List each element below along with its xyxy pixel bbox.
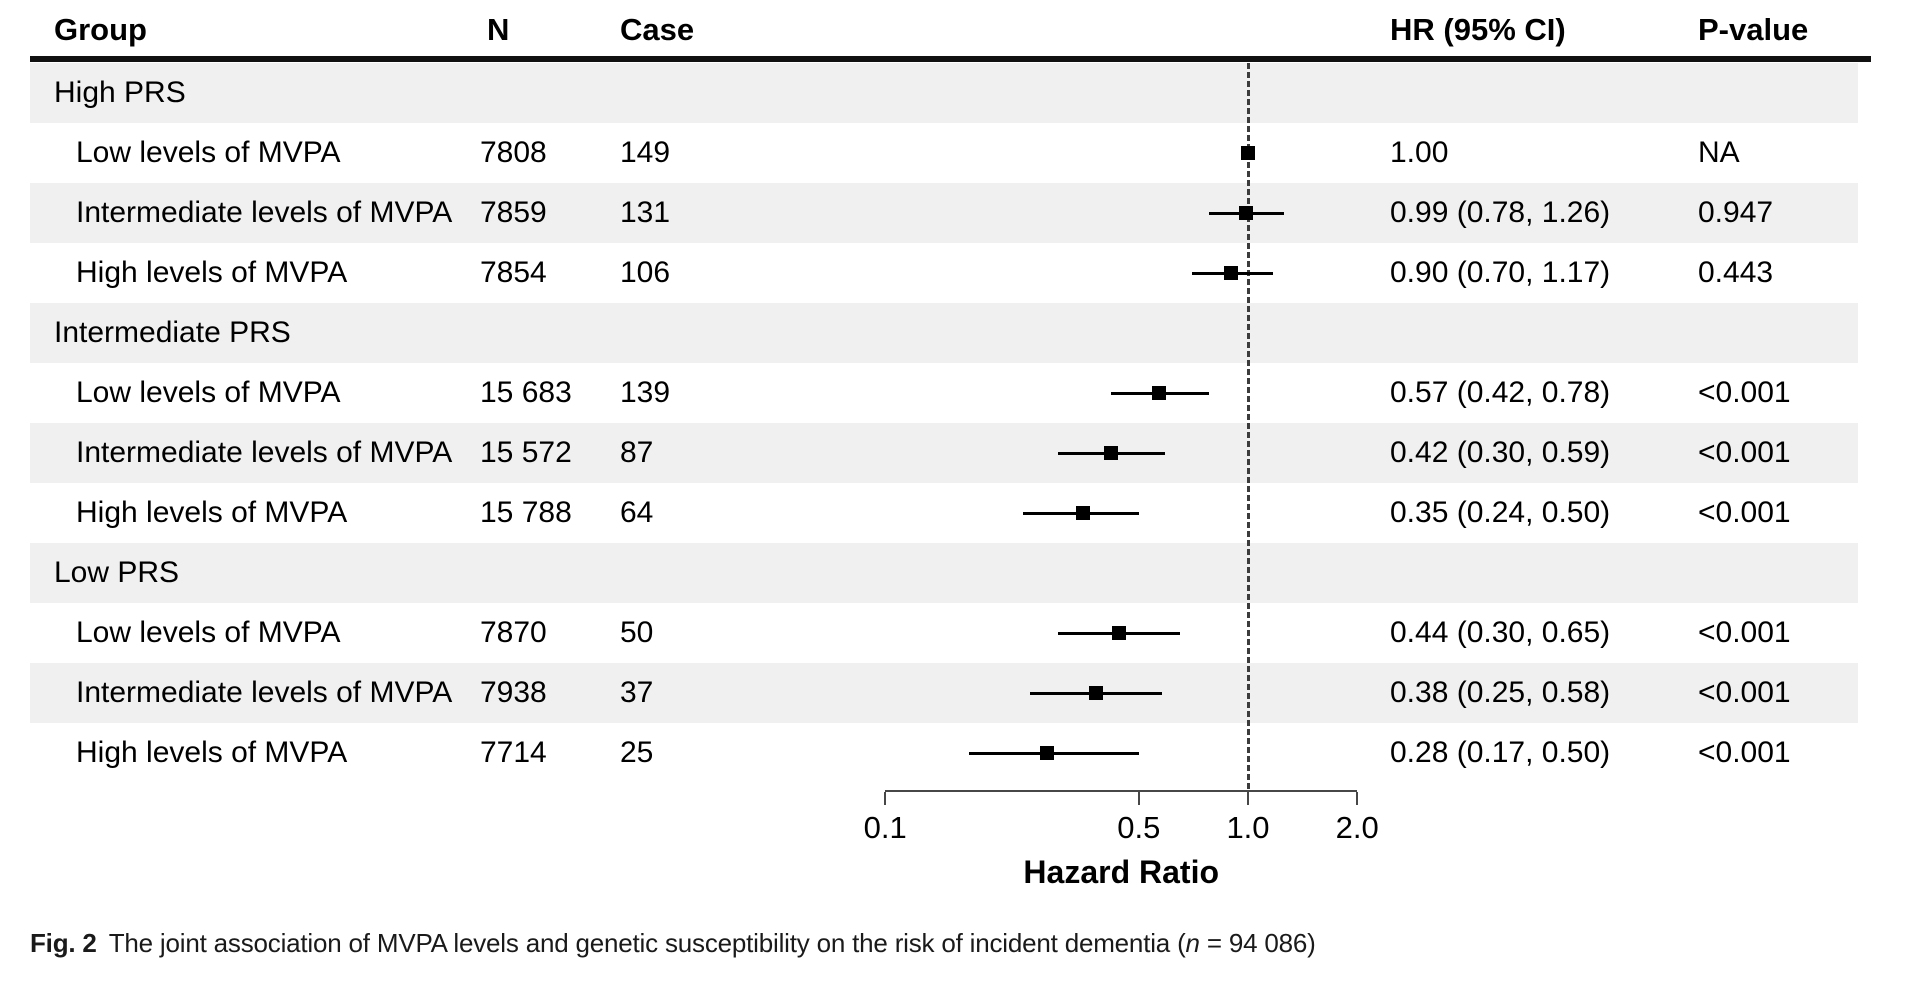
figure-caption-text: The joint association of MVPA levels and… — [108, 928, 1186, 958]
row-label: High PRS — [54, 76, 186, 109]
table-row: Intermediate levels of MVPA 7938 37 0.38 (0… — [30, 663, 1858, 723]
n-value: 7808 — [480, 136, 547, 169]
column-header-hr-ci: HR (95% CI) — [1390, 12, 1566, 47]
p-value: <0.001 — [1698, 736, 1791, 769]
hr-ci-value: 0.44 (0.30, 0.65) — [1390, 616, 1611, 649]
hr-ci-value: 0.42 (0.30, 0.59) — [1390, 436, 1611, 469]
p-value: NA — [1698, 136, 1740, 169]
group-header-row: Low PRS — [30, 543, 1858, 603]
n-value: 15 572 — [480, 436, 572, 469]
table-row: High levels of MVPA 15 788 64 0.35 (0.24, 0… — [30, 483, 1858, 543]
figure-caption-text-end: = 94 086) — [1199, 928, 1316, 958]
x-axis-tick — [884, 792, 887, 805]
figure-caption: Fig. 2 The joint association of MVPA leve… — [30, 928, 1316, 959]
row-label: High levels of MVPA — [76, 496, 348, 529]
hr-ci-value: 0.99 (0.78, 1.26) — [1390, 196, 1611, 229]
p-value: 0.947 — [1698, 196, 1774, 229]
figure-caption-n-symbol: n — [1185, 928, 1200, 958]
row-label: Low PRS — [54, 556, 180, 589]
x-axis-tick-label: 0.1 — [863, 810, 907, 845]
table-row: Low levels of MVPA 15 683 139 0.57 (0.42, 0… — [30, 363, 1858, 423]
row-label: Low levels of MVPA — [76, 616, 341, 649]
n-value: 15 683 — [480, 376, 572, 409]
n-value: 7938 — [480, 676, 547, 709]
hr-ci-value: 1.00 — [1390, 136, 1449, 169]
p-value: <0.001 — [1698, 616, 1791, 649]
row-label: Intermediate levels of MVPA — [76, 436, 453, 469]
x-axis-tick-label: 1.0 — [1226, 810, 1270, 845]
n-value: 15 788 — [480, 496, 572, 529]
n-value: 7714 — [480, 736, 547, 769]
case-value: 64 — [620, 496, 654, 529]
n-value: 7870 — [480, 616, 547, 649]
case-value: 106 — [620, 256, 671, 289]
row-label: Low levels of MVPA — [76, 136, 341, 169]
row-label: High levels of MVPA — [76, 256, 348, 289]
row-label: Low levels of MVPA — [76, 376, 341, 409]
n-value: 7859 — [480, 196, 547, 229]
row-label: Intermediate levels of MVPA — [76, 676, 453, 709]
p-value: 0.443 — [1698, 256, 1774, 289]
group-header-row: High PRS — [30, 63, 1858, 123]
p-value: <0.001 — [1698, 436, 1791, 469]
x-axis-tick-label: 2.0 — [1335, 810, 1379, 845]
table-row: Intermediate levels of MVPA 7859 131 0.99 (… — [30, 183, 1858, 243]
column-header-group: Group — [54, 12, 147, 47]
row-label: High levels of MVPA — [76, 736, 348, 769]
p-value: <0.001 — [1698, 496, 1791, 529]
case-value: 139 — [620, 376, 671, 409]
hr-ci-value: 0.57 (0.42, 0.78) — [1390, 376, 1611, 409]
column-header-case: Case — [620, 12, 695, 47]
figure-caption-label: Fig. 2 — [30, 928, 97, 958]
case-value: 149 — [620, 136, 671, 169]
x-axis-tick — [1247, 792, 1249, 805]
group-header-row: Intermediate PRS — [30, 303, 1858, 363]
table-row: Low levels of MVPA 7870 50 0.44 (0.30, 0.65… — [30, 603, 1858, 663]
case-value: 50 — [620, 616, 654, 649]
hr-ci-value: 0.28 (0.17, 0.50) — [1390, 736, 1611, 769]
table-row: High levels of MVPA 7714 25 0.28 (0.17, 0.5… — [30, 723, 1858, 783]
table-row: High levels of MVPA 7854 106 0.90 (0.70, 1.… — [30, 243, 1858, 303]
x-axis-tick — [1137, 792, 1140, 805]
hr-ci-value: 0.38 (0.25, 0.58) — [1390, 676, 1611, 709]
row-label: Intermediate PRS — [54, 316, 291, 349]
x-axis-tick-label: 0.5 — [1117, 810, 1161, 845]
column-header-n: N — [487, 12, 510, 47]
x-axis-title: Hazard Ratio — [1023, 854, 1219, 890]
table-row: Low levels of MVPA 7808 149 1.00 NA — [30, 123, 1858, 183]
x-axis-line — [885, 790, 1358, 792]
hr-ci-value: 0.35 (0.24, 0.50) — [1390, 496, 1611, 529]
case-value: 131 — [620, 196, 671, 229]
n-value: 7854 — [480, 256, 547, 289]
p-value: <0.001 — [1698, 676, 1791, 709]
hr-ci-value: 0.90 (0.70, 1.17) — [1390, 256, 1611, 289]
case-value: 87 — [620, 436, 654, 469]
case-value: 37 — [620, 676, 654, 709]
column-header-p-value: P-value — [1698, 12, 1809, 47]
case-value: 25 — [620, 736, 654, 769]
table-row: Intermediate levels of MVPA 15 572 87 0.42 … — [30, 423, 1858, 483]
x-axis-tick — [1356, 792, 1359, 805]
p-value: <0.001 — [1698, 376, 1791, 409]
table-top-rule — [30, 56, 1871, 62]
row-label: Intermediate levels of MVPA — [76, 196, 453, 229]
